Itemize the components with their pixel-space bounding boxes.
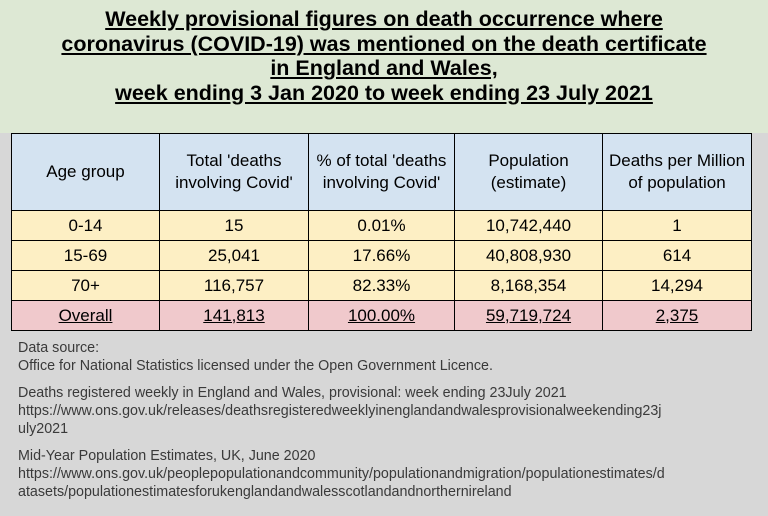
source-notes: Data source: Office for National Statist… [18, 339, 763, 510]
header-age-group: Age group [11, 133, 160, 211]
header-total-deaths: Total 'deaths involving Covid' [159, 133, 309, 211]
header-percent-total: % of total 'deaths involving Covid' [308, 133, 455, 211]
title-line: Weekly provisional figures on death occu… [105, 7, 663, 31]
page-title: Weekly provisional figures on death occu… [0, 7, 768, 105]
cell-total-deaths: 15 [159, 210, 309, 241]
cell-deaths-per-million: 1 [602, 210, 752, 241]
source-population-url: atasets/populationestimatesforukenglanda… [18, 484, 512, 500]
table-total-row: Overall 141,813 100.00% 59,719,724 2,375 [11, 300, 752, 331]
source-deaths-url: uly2021 [18, 421, 69, 437]
total-percent: 100.00% [308, 300, 455, 331]
cell-percent-total: 17.66% [308, 240, 455, 271]
table-row: 70+ 116,757 82.33% 8,168,354 14,294 [11, 270, 752, 301]
total-population: 59,719,724 [454, 300, 603, 331]
cell-age-group: 0-14 [11, 210, 160, 241]
table-row: 0-14 15 0.01% 10,742,440 1 [11, 210, 752, 241]
cell-total-deaths: 116,757 [159, 270, 309, 301]
licence-text: Office for National Statistics licensed … [18, 358, 493, 374]
cell-deaths-per-million: 614 [602, 240, 752, 271]
source-population-block: Mid-Year Population Estimates, UK, June … [18, 447, 763, 501]
cell-percent-total: 82.33% [308, 270, 455, 301]
total-label: Overall [11, 300, 160, 331]
header-population: Population (estimate) [454, 133, 603, 211]
deaths-table: Age group Total 'deaths involving Covid'… [11, 133, 752, 331]
cell-percent-total: 0.01% [308, 210, 455, 241]
total-deaths: 141,813 [159, 300, 309, 331]
total-deaths-per-million: 2,375 [602, 300, 752, 331]
data-source-label: Data source: [18, 340, 100, 356]
cell-age-group: 15-69 [11, 240, 160, 271]
cell-population: 40,808,930 [454, 240, 603, 271]
data-source-block: Data source: Office for National Statist… [18, 339, 763, 375]
source-population-url: https://www.ons.gov.uk/peoplepopulationa… [18, 466, 665, 482]
header-deaths-per-million: Deaths per Million of population [602, 133, 752, 211]
title-line: week ending 3 Jan 2020 to week ending 23… [115, 80, 653, 105]
source-population-title: Mid-Year Population Estimates, UK, June … [18, 448, 316, 464]
table-header-row: Age group Total 'deaths involving Covid'… [11, 133, 752, 211]
cell-total-deaths: 25,041 [159, 240, 309, 271]
title-line: coronavirus (COVID-19) was mentioned on … [61, 31, 707, 56]
title-banner [0, 0, 768, 133]
source-deaths-block: Deaths registered weekly in England and … [18, 384, 763, 438]
table-row: 15-69 25,041 17.66% 40,808,930 614 [11, 240, 752, 271]
source-deaths-url: https://www.ons.gov.uk/releases/deathsre… [18, 403, 662, 419]
cell-population: 8,168,354 [454, 270, 603, 301]
cell-population: 10,742,440 [454, 210, 603, 241]
title-line: in England and Wales, [270, 56, 498, 80]
cell-deaths-per-million: 14,294 [602, 270, 752, 301]
source-deaths-title: Deaths registered weekly in England and … [18, 385, 567, 401]
cell-age-group: 70+ [11, 270, 160, 301]
